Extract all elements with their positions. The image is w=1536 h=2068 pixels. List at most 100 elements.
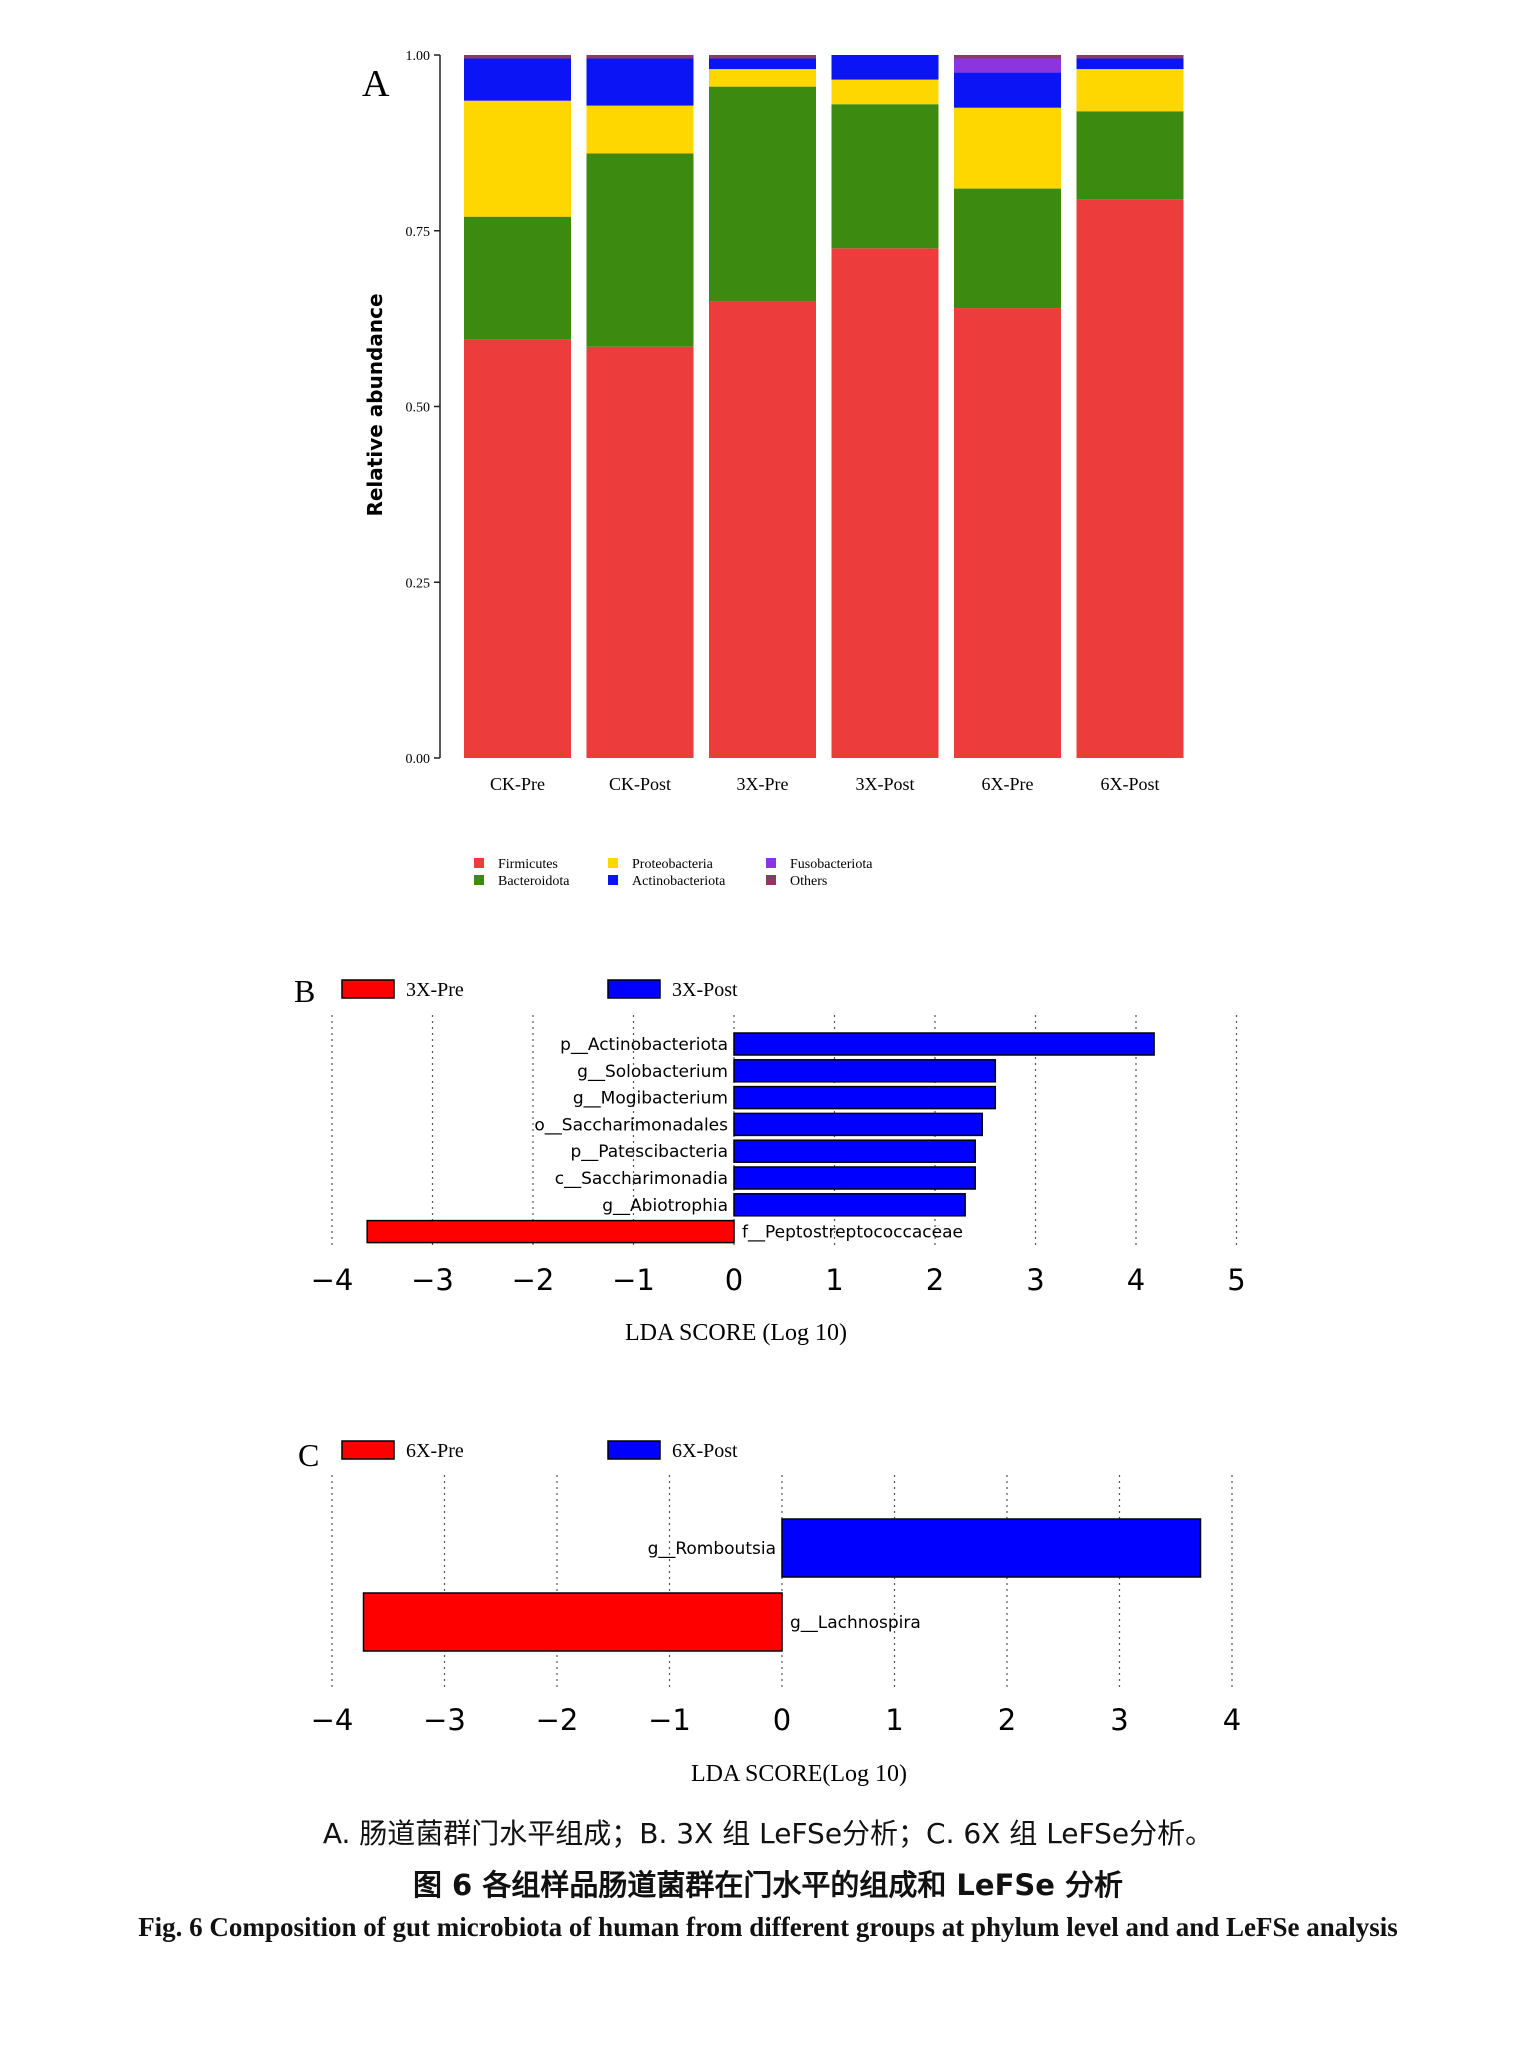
panel-a-bar-segment-actinobacteriota [1076, 58, 1184, 70]
panel-b-label: B [294, 973, 315, 1009]
panel-b-feature-label: c__Saccharimonadia [555, 1169, 728, 1189]
figure: A Relative abundance 0.00 0.25 0.50 0.75 1.0… [294, 49, 1246, 1787]
panel-c-x-tick-label: 1 [885, 1703, 903, 1737]
panel-b-x-tick-label: 2 [926, 1263, 944, 1297]
panel-a-legend-label: Others [790, 874, 827, 889]
panel-a-bar-segment-firmicutes [1076, 199, 1184, 759]
panel-a-bar-segment-others [1076, 55, 1184, 59]
panel-a-legend-swatch [608, 875, 618, 885]
panel-b-feature-label: p__Patescibacteria [570, 1142, 728, 1162]
panel-b-feature-label: g__Mogibacterium [573, 1089, 728, 1109]
panel-b-legend-pre-swatch [341, 979, 395, 999]
panel-a-bar-segment-proteobacteria [586, 105, 694, 154]
panel-a-bar-segment-firmicutes [464, 339, 571, 758]
panel-b-x-tick-label: −1 [612, 1263, 655, 1297]
panel-b-lefse-chart: B 3X-Pre 3X-Post p__Actinobacteriota g__So… [294, 973, 1246, 1346]
panel-c-x-tick-label: −4 [311, 1703, 354, 1737]
panel-b-legend-post-swatch [607, 979, 661, 999]
panel-c-legend-post-label: 6X-Post [672, 1440, 738, 1462]
panel-a-bar-segment-firmicutes [954, 308, 1061, 758]
panel-b-x-tick-label: −4 [311, 1263, 354, 1297]
panel-c-x-tick-label: −3 [423, 1703, 466, 1737]
panel-c-x-tick-label: 0 [773, 1703, 791, 1737]
panel-a-bar-segment-bacteroidota [1076, 111, 1184, 200]
panel-a-bar-segment-actinobacteriota [586, 58, 694, 106]
panel-c-label: C [298, 1437, 319, 1473]
panel-a-legend-swatch [766, 875, 776, 885]
panel-a-bar-segment-firmicutes [831, 248, 939, 758]
panel-b-legend-post-label: 3X-Post [672, 979, 738, 1001]
panel-a-bar-segment-others [586, 55, 694, 59]
panel-a-legend-label: Firmicutes [498, 857, 558, 872]
panel-b-x-tick-label: 5 [1227, 1263, 1245, 1297]
panel-b-lda-bar [733, 1085, 997, 1110]
panel-a-y-tick-label: 0.25 [406, 576, 431, 591]
panel-a-category-label: CK-Pre [490, 774, 545, 794]
panel-a-y-tick-label: 0.75 [406, 225, 431, 240]
panel-b-lda-bar [733, 1059, 997, 1083]
panel-a-bar-segment-bacteroidota [954, 188, 1061, 309]
panel-a-y-tick-label: 1.00 [406, 49, 431, 64]
panel-b-feature-label: f__Peptostreptococcaceae [742, 1223, 963, 1243]
panel-b-lda-bar [733, 1166, 976, 1190]
panel-a-legend-swatch [608, 858, 618, 868]
panel-b-feature-label: o__Saccharimonadales [534, 1115, 728, 1135]
panel-c-feature-label: g__Lachnospira [790, 1613, 921, 1633]
panel-c-legend-pre-label: 6X-Pre [406, 1440, 464, 1462]
panel-b-x-tick-label: −3 [411, 1263, 454, 1297]
panel-a-bar-segment-fusobacteriota [954, 58, 1061, 73]
panel-a-bar-segment-actinobacteriota [831, 55, 939, 80]
panel-b-legend-pre-label: 3X-Pre [406, 979, 464, 1001]
panel-c-lda-bar [781, 1518, 1202, 1578]
panel-a-y-axis-label: Relative abundance [363, 293, 387, 516]
panel-a-bar-segment-bacteroidota [586, 153, 694, 347]
panel-a-legend-swatch [474, 875, 484, 885]
caption-title-en: Fig. 6 Composition of gut microbiota of … [138, 1912, 1398, 1942]
panel-a-bar-segment-actinobacteriota [954, 72, 1061, 108]
panel-a-legend-swatch [766, 858, 776, 868]
panel-b-x-axis-label: LDA SCORE (Log 10) [625, 1320, 847, 1346]
panel-b-lda-bar [733, 1193, 966, 1217]
panel-a-label: A [362, 63, 390, 105]
panel-b-x-tick-label: 1 [825, 1263, 843, 1297]
panel-a-bar-segment-actinobacteriota [464, 58, 571, 101]
panel-b-feature-label: p__Actinobacteriota [560, 1035, 728, 1055]
panel-a-bar-segment-proteobacteria [464, 100, 571, 217]
panel-a-bar-segment-others [709, 55, 816, 59]
caption-title-zh: 图 6 各组样品肠道菌群在门水平的组成和 LeFSe 分析 [412, 1868, 1124, 1902]
panel-c-lda-bar [362, 1592, 783, 1652]
panel-a-legend-swatch [474, 858, 484, 868]
panel-c-x-tick-label: −2 [536, 1703, 579, 1737]
panel-b-feature-label: g__Solobacterium [577, 1062, 728, 1082]
panel-b-x-tick-label: 3 [1026, 1263, 1044, 1297]
panel-a-bar-segment-proteobacteria [709, 69, 816, 87]
caption-subtitle: A. 肠道菌群门水平组成；B. 3X 组 LeFSe分析；C. 6X 组 LeF… [322, 1817, 1214, 1850]
panel-b-feature-label: g__Abiotrophia [602, 1196, 728, 1216]
panel-a-bar-segment-firmicutes [586, 346, 694, 758]
panel-a-y-tick-label: 0.00 [406, 752, 431, 767]
panel-b-x-tick-label: 4 [1127, 1263, 1145, 1297]
panel-a-bar-segment-bacteroidota [831, 104, 939, 249]
panel-a-bar-segment-bacteroidota [709, 86, 816, 302]
panel-c-x-tick-label: −1 [648, 1703, 691, 1737]
panel-c-x-tick-label: 3 [1110, 1703, 1128, 1737]
panel-b-x-tick-label: −2 [512, 1263, 555, 1297]
panel-a-legend-label: Proteobacteria [632, 857, 714, 872]
panel-b-x-tick-label: 0 [725, 1263, 743, 1297]
panel-a-legend-label: Bacteroidota [498, 874, 570, 889]
panel-a-legend-label: Fusobacteriota [790, 857, 873, 872]
panel-a-bar-segment-proteobacteria [954, 107, 1061, 189]
panel-a-category-label: 3X-Post [855, 774, 914, 794]
panel-a-bar-segment-proteobacteria [1076, 69, 1184, 112]
panel-a-bar-segment-actinobacteriota [709, 58, 816, 70]
panel-c-x-tick-label: 2 [998, 1703, 1016, 1737]
panel-b-lda-bar [733, 1032, 1155, 1056]
panel-a-category-label: 3X-Pre [737, 774, 789, 794]
panel-a-category-label: CK-Post [609, 774, 671, 794]
panel-a-category-label: 6X-Pre [982, 774, 1034, 794]
panel-a-bar-segment-firmicutes [709, 301, 816, 758]
panel-c-lefse-chart: C 6X-Pre 6X-Post g__Romboutsia g__Lachnosp… [298, 1437, 1241, 1787]
panel-a-bar-segment-proteobacteria [831, 79, 939, 105]
panel-b-lda-bar [366, 1219, 735, 1244]
panel-c-feature-label: g__Romboutsia [648, 1539, 776, 1559]
